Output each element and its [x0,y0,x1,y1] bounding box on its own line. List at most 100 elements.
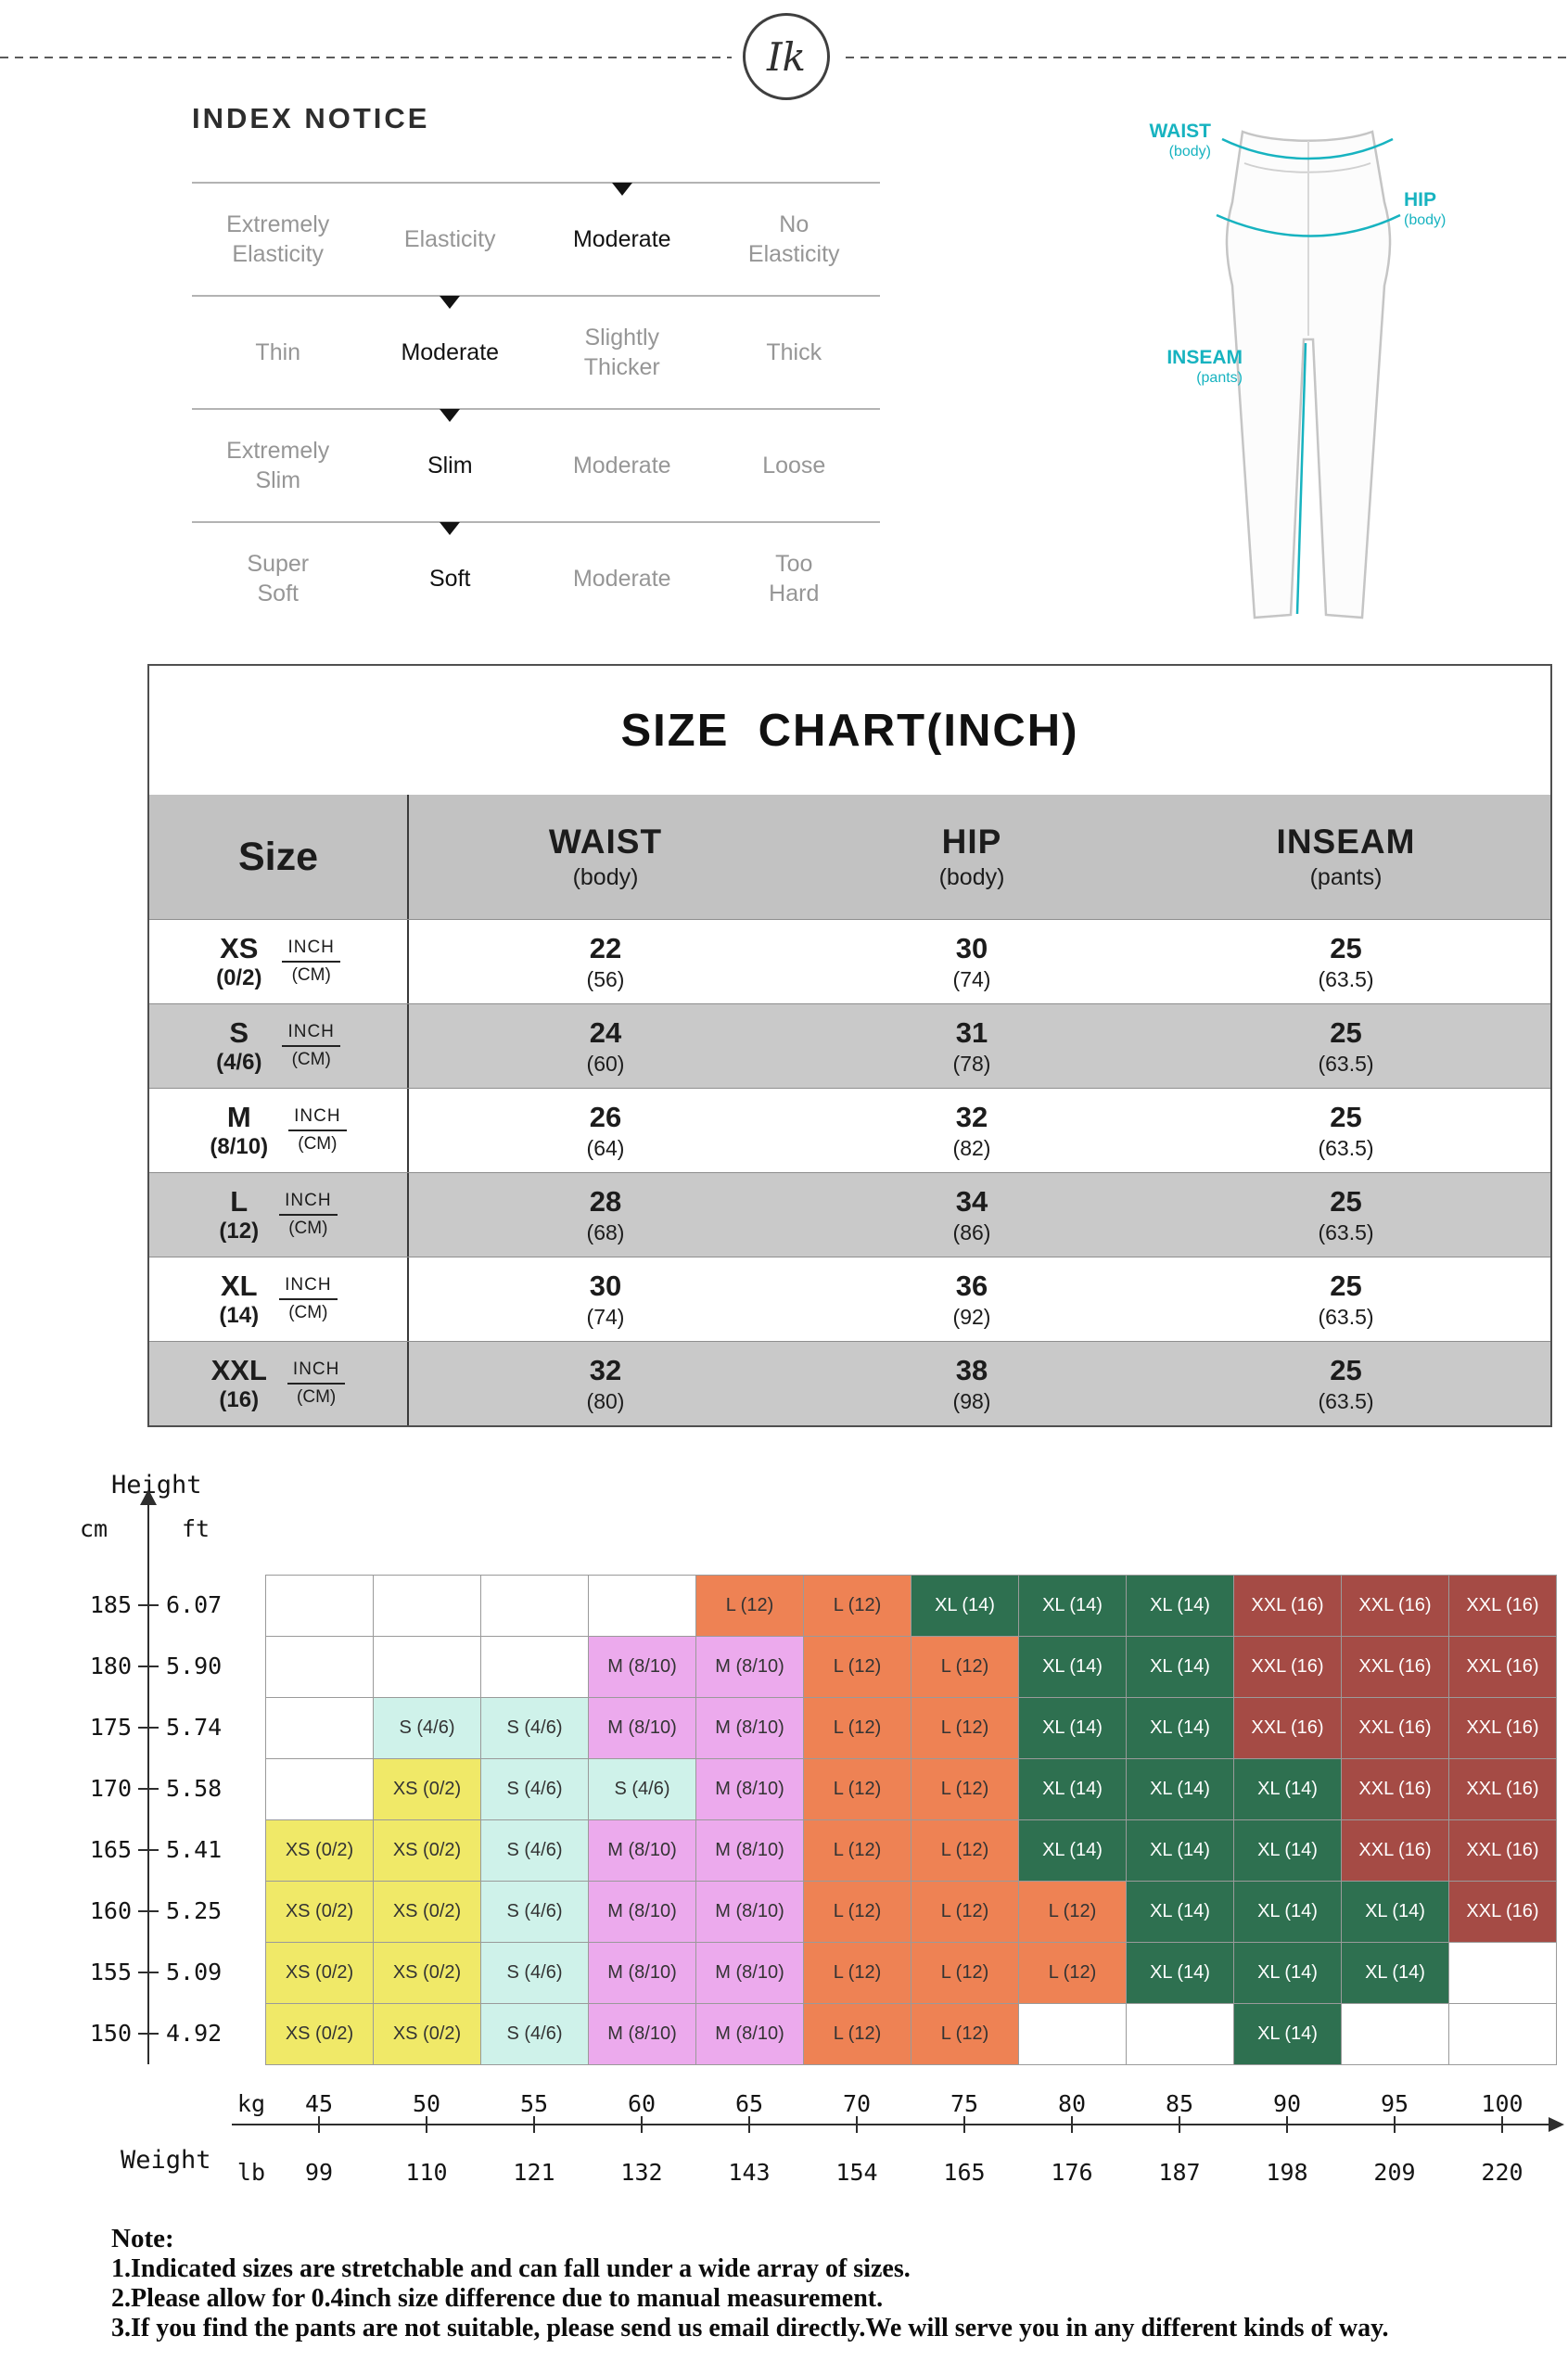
header-hip: HIP (body) [802,795,1141,919]
size-row-S: S (4/6) INCH (CM) 24 (60) 31 (78) 25 (63.5) [149,1003,1550,1088]
index-option: Extremely Slim [226,437,330,494]
size-row-M: M (8/10) INCH (CM) 26 (64) 32 (82) 25 (63.5) [149,1088,1550,1172]
unit-cm-label: (CM) [291,1050,331,1069]
hw-kg-row: 45 50 55 60 65 70 75 80 85 90 95 100 [0,1465,1568,2207]
height-cm-value: 160 [89,1897,132,1924]
note-item-3: 3.If you find the pants are not suitable… [111,2313,1389,2342]
size-region-XS: XS (0/2) [266,1943,374,2004]
unit-cm-label: (CM) [288,1303,328,1322]
weight-axis-tick [963,2116,965,2133]
size-region-XXL: XXL (16) [1449,1820,1557,1882]
size-row-XXL: XXL (16) INCH (CM) 32 (80) 38 (98) 25 (63.5) [149,1341,1550,1425]
size-table-body: XS (0/2) INCH (CM) 22 (56) 30 (74) 25 (63.5) S (4/6… [149,919,1550,1425]
unit-fraction: INCH (CM) [282,938,340,986]
size-region-XL: XL (14) [1019,1698,1127,1759]
size-region-XXL: XXL (16) [1449,1698,1557,1759]
height-axis-tick [138,1849,159,1851]
size-region-XL: XL (14) [1127,1759,1234,1820]
index-row-softness: Super Soft Soft Moderate Too Hard [192,521,880,634]
inch-value: 38 [955,1353,988,1386]
index-scales: Extremely Elasticity Elasticity Moderate No… [192,182,880,634]
cm-value: (78) [952,1051,991,1076]
measurement-cell: 25 (63.5) [1141,1089,1550,1172]
weight-axis-tick [1071,2116,1073,2133]
height-ft-value: 6.07 [166,1591,223,1618]
inch-value: 25 [1330,1184,1362,1218]
cm-value: (82) [952,1135,991,1160]
size-name: XS [220,932,259,964]
empty-cell [266,1576,374,1637]
weight-kg-value: 75 [950,2090,979,2117]
weight-lb-value: 132 [620,2159,663,2186]
weight-axis-line [232,2124,1552,2125]
unit-inch-label: INCH [282,1022,340,1047]
inseam-sublabel: (pants) [1196,370,1243,386]
inseam-measure-line [1295,342,1307,615]
unit-fraction: INCH (CM) [287,1359,346,1408]
height-axis-tick [138,1604,159,1606]
cm-value: (98) [952,1388,991,1413]
index-option: Slightly Thicker [583,324,660,381]
size-region-XXL: XXL (16) [1449,1576,1557,1637]
weight-kg-value: 70 [842,2090,872,2117]
size-chart-header: Size WAIST (body) HIP (body) INSEAM (pan… [149,795,1550,919]
cm-value: (86) [952,1219,991,1244]
cm-unit-label: cm [80,1515,108,1542]
size-row-L: L (12) INCH (CM) 28 (68) 34 (86) 25 (63.5) [149,1172,1550,1257]
size-region-M: M (8/10) [589,1637,696,1698]
unit-cm-label: (CM) [291,965,331,985]
weight-lb-value: 99 [304,2159,334,2186]
size-region-M: M (8/10) [696,1637,804,1698]
header-inseam-title: INSEAM [1276,823,1416,861]
weight-kg-value: 45 [304,2090,334,2117]
size-region-S: S (4/6) [481,1820,589,1882]
size-region-L: L (12) [804,1943,911,2004]
size-region-S: S (4/6) [481,2004,589,2065]
size-region-XL: XL (14) [1019,1576,1127,1637]
index-option: Moderate [572,225,671,252]
hip-label: HIP [1404,189,1436,211]
size-region-XXL: XXL (16) [1342,1637,1449,1698]
inch-value: 25 [1330,1100,1362,1133]
size-region-L: L (12) [911,1637,1019,1698]
empty-cell [374,1576,481,1637]
hip-sublabel: (body) [1404,212,1446,228]
size-region-S: S (4/6) [374,1698,481,1759]
kg-unit-label: kg [236,2090,265,2117]
size-region-XXL: XXL (16) [1234,1637,1342,1698]
weight-axis-tick [1501,2116,1503,2133]
cm-value: (74) [586,1304,625,1329]
size-region-XXL: XXL (16) [1234,1576,1342,1637]
measurement-cell: 31 (78) [802,1004,1141,1088]
size-region-L: L (12) [804,1698,911,1759]
height-cm-value: 155 [89,1959,132,1985]
header-waist-sub: (body) [572,864,639,890]
size-cell: S (4/6) INCH (CM) [149,1004,409,1088]
weight-kg-value: 100 [1481,2090,1523,2117]
weight-axis-tick [318,2116,320,2133]
unit-cm-label: (CM) [288,1219,328,1238]
weight-axis-tick [426,2116,427,2133]
measurement-cell: 22 (56) [409,920,802,1003]
size-region-XS: XS (0/2) [266,2004,374,2065]
size-cell: XS (0/2) INCH (CM) [149,920,409,1003]
unit-cm-label: (CM) [298,1134,338,1154]
empty-cell [1019,2004,1127,2065]
inch-value: 25 [1330,1269,1362,1302]
empty-cell [1449,2004,1557,2065]
size-region-L: L (12) [911,2004,1019,2065]
measurement-cell: 26 (64) [409,1089,802,1172]
size-region-XL: XL (14) [1127,1576,1234,1637]
inch-value: 34 [955,1184,988,1218]
height-ft-value: 4.92 [166,2020,223,2047]
size-region-XL: XL (14) [1127,1943,1234,2004]
size-chart-title: SIZE CHART(INCH) [620,705,1079,756]
size-region-L: L (12) [911,1698,1019,1759]
size-region-M: M (8/10) [589,1943,696,2004]
size-region-XXL: XXL (16) [1449,1637,1557,1698]
height-axis-tick [138,1788,159,1790]
size-region-L: L (12) [804,1759,911,1820]
selected-marker-icon [440,409,461,422]
measurement-cell: 24 (60) [409,1004,802,1088]
cm-value: (63.5) [1318,1051,1374,1076]
